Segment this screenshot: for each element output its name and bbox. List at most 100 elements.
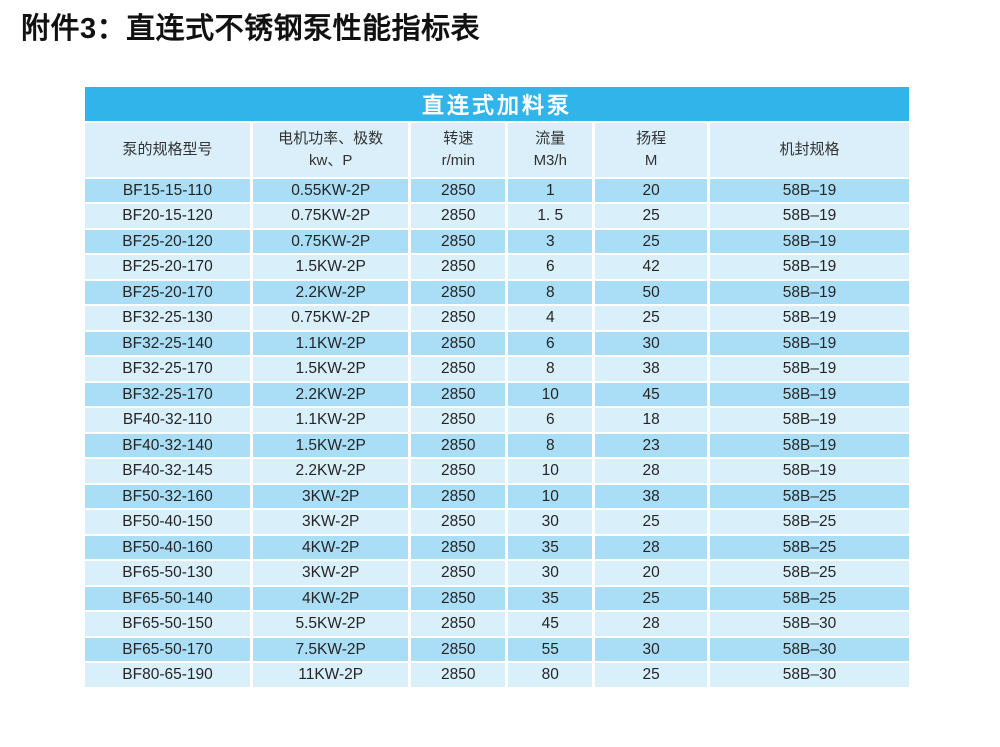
cell-speed: 2850 xyxy=(411,433,506,458)
cell-speed: 2850 xyxy=(411,229,506,254)
cell-seal: 58B–25 xyxy=(709,484,909,509)
cell-seal: 58B–19 xyxy=(709,204,909,228)
cell-model: BF50-40-160 xyxy=(85,535,251,560)
cell-head: 38 xyxy=(595,357,707,381)
cell-model: BF40-32-145 xyxy=(85,459,251,483)
cell-head: 18 xyxy=(595,408,707,432)
cell-model: BF32-25-170 xyxy=(85,357,251,381)
cell-speed: 2850 xyxy=(411,484,506,509)
cell-seal: 58B–30 xyxy=(709,612,909,636)
cell-speed: 2850 xyxy=(411,382,506,407)
column-header-line: 电机功率、极数 xyxy=(278,130,384,148)
cell-flow: 45 xyxy=(508,612,593,636)
cell-seal: 58B–19 xyxy=(709,280,909,305)
cell-model: BF32-25-130 xyxy=(85,306,251,330)
cell-seal: 58B–19 xyxy=(709,255,909,279)
table-row: BF50-40-160 4KW-2P 2850 35 28 58B–25 xyxy=(85,535,909,560)
cell-power: 7.5KW-2P xyxy=(253,637,409,662)
cell-flow: 6 xyxy=(508,408,593,432)
cell-model: BF32-25-140 xyxy=(85,331,251,356)
column-header-line: r/min xyxy=(441,151,475,169)
cell-seal: 58B–25 xyxy=(709,561,909,585)
cell-model: BF65-50-170 xyxy=(85,637,251,662)
cell-power: 1.1KW-2P xyxy=(253,331,409,356)
cell-speed: 2850 xyxy=(411,204,506,228)
cell-power: 3KW-2P xyxy=(253,484,409,509)
cell-seal: 58B–19 xyxy=(709,433,909,458)
cell-model: BF50-32-160 xyxy=(85,484,251,509)
cell-head: 28 xyxy=(595,612,707,636)
cell-flow: 4 xyxy=(508,306,593,330)
cell-head: 20 xyxy=(595,178,707,203)
cell-speed: 2850 xyxy=(411,535,506,560)
cell-flow: 8 xyxy=(508,433,593,458)
column-header-power: 电机功率、极数 kw、P xyxy=(253,122,409,177)
column-header-line: 流量 xyxy=(535,130,566,148)
cell-speed: 2850 xyxy=(411,331,506,356)
cell-model: BF32-25-170 xyxy=(85,382,251,407)
cell-head: 25 xyxy=(595,663,707,687)
column-header-row: 泵的规格型号 电机功率、极数 kw、P 转速 r/min 流量 M3/h 扬程 M 机封规格 xyxy=(85,122,909,177)
table-row: BF65-50-170 7.5KW-2P 2850 55 30 58B–30 xyxy=(85,637,909,662)
column-header-line: 机封规格 xyxy=(779,140,840,158)
banner-row: 直连式加料泵 xyxy=(85,86,909,121)
cell-power: 2.2KW-2P xyxy=(253,459,409,483)
cell-model: BF65-50-130 xyxy=(85,561,251,585)
cell-speed: 2850 xyxy=(411,408,506,432)
table-row: BF32-25-170 2.2KW-2P 2850 10 45 58B–19 xyxy=(85,382,909,407)
cell-power: 4KW-2P xyxy=(253,535,409,560)
cell-seal: 58B–30 xyxy=(709,637,909,662)
cell-flow: 3 xyxy=(508,229,593,254)
cell-flow: 10 xyxy=(508,484,593,509)
cell-head: 20 xyxy=(595,561,707,585)
table-row: BF65-50-140 4KW-2P 2850 35 25 58B–25 xyxy=(85,586,909,611)
cell-head: 28 xyxy=(595,535,707,560)
cell-speed: 2850 xyxy=(411,357,506,381)
column-header-line: M xyxy=(644,151,658,169)
cell-model: BF40-32-110 xyxy=(85,408,251,432)
cell-flow: 10 xyxy=(508,459,593,483)
cell-flow: 8 xyxy=(508,357,593,381)
cell-speed: 2850 xyxy=(411,612,506,636)
cell-power: 1.5KW-2P xyxy=(253,255,409,279)
table-row: BF32-25-140 1.1KW-2P 2850 6 30 58B–19 xyxy=(85,331,909,356)
cell-model: BF25-20-170 xyxy=(85,255,251,279)
cell-seal: 58B–25 xyxy=(709,586,909,611)
column-header-flow: 流量 M3/h xyxy=(508,122,593,177)
cell-flow: 30 xyxy=(508,510,593,534)
table-row: BF65-50-150 5.5KW-2P 2850 45 28 58B–30 xyxy=(85,612,909,636)
cell-head: 25 xyxy=(595,586,707,611)
cell-model: BF25-20-120 xyxy=(85,229,251,254)
column-header-model: 泵的规格型号 xyxy=(85,122,251,177)
cell-flow: 35 xyxy=(508,586,593,611)
cell-speed: 2850 xyxy=(411,561,506,585)
cell-head: 50 xyxy=(595,280,707,305)
column-header-line: 转速 xyxy=(443,130,474,148)
cell-power: 0.75KW-2P xyxy=(253,306,409,330)
cell-power: 0.75KW-2P xyxy=(253,229,409,254)
cell-speed: 2850 xyxy=(411,663,506,687)
cell-power: 1.1KW-2P xyxy=(253,408,409,432)
cell-flow: 80 xyxy=(508,663,593,687)
cell-speed: 2850 xyxy=(411,178,506,203)
cell-flow: 35 xyxy=(508,535,593,560)
table-row: BF25-20-170 2.2KW-2P 2850 8 50 58B–19 xyxy=(85,280,909,305)
cell-power: 3KW-2P xyxy=(253,510,409,534)
cell-model: BF25-20-170 xyxy=(85,280,251,305)
cell-power: 1.5KW-2P xyxy=(253,357,409,381)
table-row: BF32-25-130 0.75KW-2P 2850 4 25 58B–19 xyxy=(85,306,909,330)
column-header-line: 泵的规格型号 xyxy=(122,140,213,158)
column-header-speed: 转速 r/min xyxy=(411,122,506,177)
cell-power: 4KW-2P xyxy=(253,586,409,611)
cell-power: 5.5KW-2P xyxy=(253,612,409,636)
table-head: 直连式加料泵 泵的规格型号 电机功率、极数 kw、P 转速 r/min 流量 M3/h 扬程 M… xyxy=(85,86,909,177)
cell-head: 23 xyxy=(595,433,707,458)
cell-head: 45 xyxy=(595,382,707,407)
cell-head: 38 xyxy=(595,484,707,509)
cell-head: 30 xyxy=(595,637,707,662)
cell-seal: 58B–19 xyxy=(709,178,909,203)
cell-speed: 2850 xyxy=(411,586,506,611)
cell-speed: 2850 xyxy=(411,306,506,330)
cell-flow: 55 xyxy=(508,637,593,662)
cell-flow: 6 xyxy=(508,331,593,356)
